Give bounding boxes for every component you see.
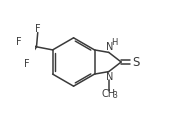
Text: F: F bbox=[24, 59, 29, 69]
Text: S: S bbox=[132, 56, 139, 68]
Text: CH: CH bbox=[101, 89, 115, 99]
Text: F: F bbox=[16, 37, 21, 47]
Text: H: H bbox=[112, 38, 118, 47]
Text: N: N bbox=[106, 42, 113, 52]
Text: N: N bbox=[106, 72, 113, 82]
Text: 3: 3 bbox=[112, 91, 117, 100]
Text: F: F bbox=[35, 24, 41, 34]
